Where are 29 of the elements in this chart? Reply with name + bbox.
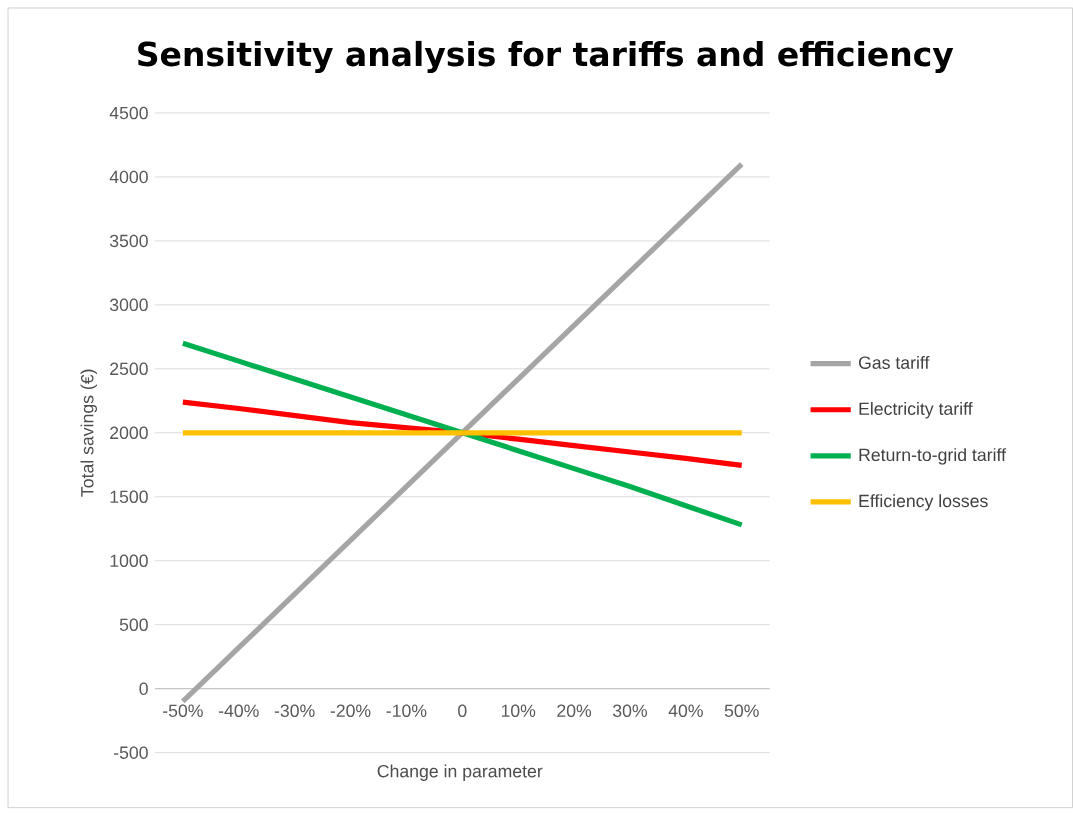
legend-label: Return-to-grid tariff bbox=[859, 448, 1007, 465]
legend-label: Gas tariff bbox=[858, 356, 930, 370]
y-tick-label: 1000 bbox=[110, 554, 148, 568]
legend-label: Efficiency losses bbox=[859, 494, 988, 511]
x-tick-label: 30% bbox=[612, 704, 647, 718]
x-tick-label: -30% bbox=[274, 704, 315, 718]
y-tick-label: 1500 bbox=[110, 490, 148, 504]
x-axis-title: Change in parameter bbox=[377, 764, 543, 782]
chart-title: Sensitivity analysis for tariffs and efficiency bbox=[138, 41, 954, 74]
x-tick-label: -20% bbox=[330, 704, 371, 718]
x-tick-label: 0 bbox=[458, 704, 467, 718]
x-tick-label: 20% bbox=[557, 704, 592, 718]
y-tick-label: 0 bbox=[139, 682, 148, 696]
x-tick-label: -40% bbox=[218, 704, 259, 718]
x-tick-label: -50% bbox=[163, 704, 203, 718]
y-tick-label: 4000 bbox=[109, 170, 148, 184]
x-tick-label: 10% bbox=[501, 704, 536, 718]
y-tick-label: 4500 bbox=[109, 106, 148, 120]
y-tick-label: -500 bbox=[113, 746, 148, 760]
y-tick-label: 500 bbox=[119, 618, 148, 632]
x-tick-label: 40% bbox=[668, 704, 703, 718]
y-tick-label: 2500 bbox=[110, 362, 148, 376]
x-tick-label: -10% bbox=[386, 704, 427, 718]
legend-label: Electricity tariff bbox=[859, 402, 973, 419]
y-tick-label: 2000 bbox=[110, 426, 148, 440]
y-tick-label: 3000 bbox=[109, 298, 148, 312]
y-axis-title: Total savings (€) bbox=[80, 369, 97, 497]
y-tick-label: 3500 bbox=[109, 234, 148, 248]
x-tick-label: 50% bbox=[724, 704, 759, 718]
